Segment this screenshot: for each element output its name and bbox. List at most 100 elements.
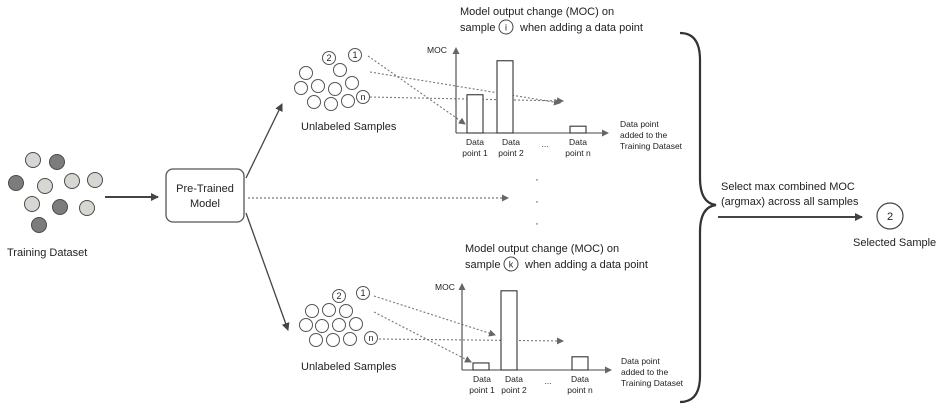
selection-text-line2: (argmax) across all samples [721,196,859,208]
vertical-ellipsis: · · · [535,174,539,230]
pool-circle [332,289,346,303]
bottom-chart: Model output change (MOC) on sample k wh… [435,243,684,395]
data-circle [25,152,41,168]
pool-circle [299,318,313,332]
selected-sample-label: Selected Sample [853,237,936,249]
data-circle [87,172,103,188]
top-x-axis-label: Training Dataset [620,141,683,151]
bottom-pool-label: Unlabeled Samples [301,361,397,373]
bottom-bar-label: point n [567,385,593,395]
dotted-arrow [367,55,466,125]
top-x-axis-label: added to the [620,130,668,140]
top-x-axis-label: Data point [620,119,659,129]
bottom-bar-label: point 2 [501,385,527,395]
ellipsis-dot: · [535,196,539,208]
pool-circle [324,97,338,111]
selected-sample-number: 2 [887,211,893,223]
bar-data-point-2 [500,290,518,371]
top-bar-label: Data [569,137,587,147]
bar-data-point-1 [466,94,484,134]
pool-circle [299,66,313,80]
data-circle [37,178,53,194]
pool-circle [326,333,340,347]
top-y-axis-label: MOC [427,45,447,55]
pool-circle-label: 1 [352,50,357,60]
data-circle [8,175,24,191]
pool-circle [311,79,325,93]
bottom-bar-label: Data [505,374,523,384]
data-circle [64,173,80,189]
combine-brace [679,31,717,404]
top-unlabeled-pool: 2 1 n Unlabeled Samples [294,48,397,133]
bottom-bar-label: Data [473,374,491,384]
pool-circle [356,90,370,104]
pretrained-model-box: Pre-Trained Model [165,168,245,223]
bottom-x-axis-label: added to the [621,367,669,377]
bottom-bar-label: ... [544,376,551,386]
bottom-chart-title-rest: when adding a data point [524,259,648,271]
dotted-arrow [373,311,472,363]
top-bar-label: Data [466,137,484,147]
pool-circle [364,331,378,345]
training-dataset-label: Training Dataset [7,247,87,259]
pool-circle [307,95,321,109]
top-chart-title-sample-word: sample [460,22,495,34]
pool-circle [341,94,355,108]
bottom-bar-label: point 1 [469,385,495,395]
top-chart: Model output change (MOC) on sample i wh… [427,6,683,158]
data-circle [24,196,40,212]
pool-circle [322,51,336,65]
bar-data-point-2 [496,60,514,134]
pool-circle-label: n [360,92,365,102]
bottom-unlabeled-pool: 2 1 n Unlabeled Samples [299,286,397,373]
model-label-line2: Model [190,198,220,210]
sample-k-label: k [509,260,514,270]
pool-circle [332,318,346,332]
bottom-x-axis-label: Data point [621,356,660,366]
sample-i-label: i [505,23,507,33]
top-bar-label: point 1 [462,148,488,158]
top-bar-label: ... [541,139,548,149]
pool-circle [348,48,362,62]
data-circle [52,199,68,215]
top-pool-label: Unlabeled Samples [301,121,397,133]
top-bar-label: point 2 [498,148,524,158]
arrow-model-to-bottom [245,212,290,331]
pool-circle-label: 2 [326,53,331,63]
pool-circle-label: 2 [336,291,341,301]
top-bar-label: point n [565,148,591,158]
top-bar-label: Data [502,137,520,147]
pool-circle [328,82,342,96]
data-circle [49,154,65,170]
bottom-bars [472,290,589,371]
bar-data-point-1 [472,362,490,371]
bottom-chart-title-sample-word: sample [465,259,500,271]
pool-circle [309,333,323,347]
pool-circle [339,304,353,318]
dotted-arrow [373,295,496,337]
sample-k-circle [503,256,519,272]
sample-i-circle [498,19,514,35]
arrow-model-to-top [245,103,283,179]
pool-circle [349,317,363,331]
pool-circle [315,319,329,333]
bar-data-point-n [571,356,589,371]
pool-circle [345,76,359,90]
bottom-x-axis-label: Training Dataset [621,378,684,388]
pool-circle [305,304,319,318]
bar-data-point-n [569,125,587,134]
pool-circle-label: 1 [360,288,365,298]
bottom-y-axis-label: MOC [435,282,455,292]
bottom-chart-title-line1: Model output change (MOC) on [465,243,619,255]
training-dataset: Training Dataset [7,152,103,259]
top-chart-title-line1: Model output change (MOC) on [460,6,614,18]
selection-text-line1: Select max combined MOC [721,181,855,193]
pool-circle [356,286,370,300]
pool-circle [333,63,347,77]
model-label-line1: Pre-Trained [176,183,234,195]
pool-circle [294,81,308,95]
ellipsis-dot: · [535,218,539,230]
data-circle [79,200,95,216]
